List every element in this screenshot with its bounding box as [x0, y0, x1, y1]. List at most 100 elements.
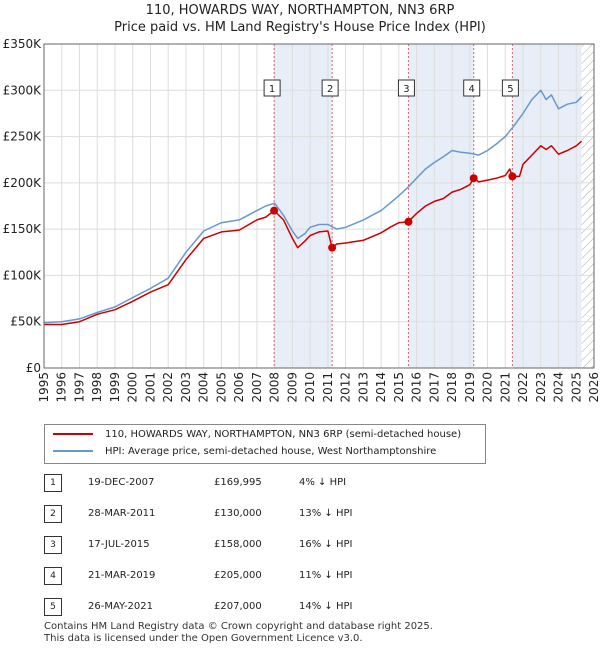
x-tick-label: 2015: [392, 372, 406, 403]
shaded-range: [408, 44, 474, 368]
transaction-price: £207,000: [214, 601, 262, 612]
x-tick-label: 2019: [463, 372, 477, 403]
y-tick-label: £250K: [3, 130, 43, 144]
plot-frame: [43, 43, 595, 369]
transaction-date: 19-DEC-2007: [88, 477, 155, 488]
x-tick-label: 1995: [37, 372, 51, 403]
transaction-points: [270, 172, 517, 252]
marker-label-box: [501, 79, 519, 97]
x-tick-label: 2004: [197, 372, 211, 403]
transaction-number-badge: 1: [44, 474, 62, 492]
x-tick-label: 2013: [356, 372, 370, 403]
marker-label-box: [263, 79, 281, 97]
x-tick-label: 2018: [445, 372, 459, 403]
legend-label-hpi: HPI: Average price, semi-detached house,…: [105, 446, 437, 457]
marker-labels: 1 2 3 4 5: [263, 79, 519, 97]
transaction-point: [469, 174, 478, 183]
x-tick-label: 2007: [250, 372, 264, 403]
transaction-point: [508, 172, 517, 181]
transaction-price: £169,995: [214, 477, 262, 488]
x-tick-label: 2003: [179, 372, 193, 403]
y-tick-label: £350K: [3, 37, 43, 51]
transaction-price: £205,000: [214, 570, 262, 581]
x-tick-label: 1996: [55, 372, 69, 403]
x-tick-label: 2008: [268, 372, 282, 403]
x-tick-label: 2025: [569, 372, 583, 403]
legend-swatch-price: [53, 433, 93, 435]
transaction-point: [404, 217, 413, 226]
shaded-range: [274, 44, 333, 368]
x-tick-label: 2017: [427, 372, 441, 403]
transaction-point: [270, 206, 279, 215]
legend-item-hpi: HPI: Average price, semi-detached house,…: [53, 444, 436, 460]
x-tick-label: 2022: [516, 372, 530, 403]
legend-label-price: 110, HOWARDS WAY, NORTHAMPTON, NN3 6RP (…: [105, 429, 462, 440]
y-tick-label: £200K: [3, 176, 43, 190]
marker-label-box: [397, 79, 415, 97]
marker-label-box: [463, 79, 481, 97]
transaction-price: £130,000: [214, 508, 262, 519]
transaction-hpi-diff: 14% ↓ HPI: [299, 601, 353, 612]
legend: 110, HOWARDS WAY, NORTHAMPTON, NN3 6RP (…: [44, 424, 486, 464]
x-tick-label: 2026: [587, 372, 600, 403]
series-lines: [43, 89, 583, 326]
y-tick-label: £100K: [3, 268, 43, 282]
series-line-price: [44, 140, 583, 326]
marker-label-box: [321, 79, 339, 97]
transaction-number-badge: 3: [44, 536, 62, 554]
x-tick-label: 2010: [303, 372, 317, 403]
y-tick-label: £300K: [3, 83, 43, 97]
legend-swatch-hpi: [53, 450, 93, 452]
marker-label: 4: [469, 84, 475, 95]
y-tick-labels: £0 £50K £100K £150K £200K £250K £300K £350K: [3, 37, 43, 375]
transaction-number-badge: 5: [44, 598, 62, 616]
x-tick-labels: 1995 1996 1997 1998 1999 2000 2001 2002 2003 2004…: [37, 372, 600, 403]
x-tick-label: 1999: [108, 372, 122, 403]
y-tick-label: £150K: [3, 222, 43, 236]
transaction-point: [328, 243, 337, 252]
x-tick-label: 2006: [232, 372, 246, 403]
chart-title-address: 110, HOWARDS WAY, NORTHAMPTON, NN3 6RP: [145, 3, 455, 18]
transaction-vlines: [273, 44, 513, 368]
x-tick-label: 2009: [285, 372, 299, 403]
footer-copyright: Contains HM Land Registry data © Crown c…: [44, 621, 433, 632]
chart-title-subtitle: Price paid vs. HM Land Registry's House …: [114, 20, 486, 35]
legend-item-price: 110, HOWARDS WAY, NORTHAMPTON, NN3 6RP (…: [53, 427, 461, 443]
marker-label: 3: [403, 84, 409, 95]
marker-label: 1: [269, 84, 275, 95]
axes: [43, 43, 595, 369]
transaction-hpi-diff: 13% ↓ HPI: [299, 508, 353, 519]
transaction-date: 28-MAR-2011: [88, 508, 156, 519]
footer-licence: This data is licensed under the Open Gov…: [44, 633, 363, 644]
transaction-date: 26-MAY-2021: [88, 601, 154, 612]
transaction-price: £158,000: [214, 539, 262, 550]
y-tick-label: £0: [26, 361, 41, 375]
price-chart: 1 2 3 4 5 £0 £50K £100K £150K £200K £250K £300K £35…: [3, 37, 600, 403]
x-tick-label: 2020: [481, 372, 495, 403]
future-hatch-region: [581, 44, 594, 368]
transaction-number-badge: 4: [44, 567, 62, 585]
shaded-regions: [274, 44, 594, 368]
x-tick-label: 2023: [534, 372, 548, 403]
x-tick-label: 2012: [339, 372, 353, 403]
x-tick-label: 2000: [126, 372, 140, 403]
x-tick-label: 2014: [374, 372, 388, 403]
marker-label: 2: [327, 84, 333, 95]
x-tick-label: 1997: [72, 372, 86, 403]
transaction-hpi-diff: 4% ↓ HPI: [299, 477, 347, 488]
x-tick-label: 2021: [498, 372, 512, 403]
transaction-number-badge: 2: [44, 505, 62, 523]
x-tick-label: 2016: [410, 372, 424, 403]
transaction-hpi-diff: 16% ↓ HPI: [299, 539, 353, 550]
series-line-hpi: [43, 89, 583, 324]
x-tick-label: 2002: [161, 372, 175, 403]
y-tick-label: £50K: [10, 315, 42, 329]
x-tick-label: 2005: [214, 372, 228, 403]
transaction-date: 21-MAR-2019: [88, 570, 156, 581]
x-tick-label: 1998: [90, 372, 104, 403]
x-tick-label: 2011: [321, 372, 335, 403]
marker-label: 5: [507, 84, 513, 95]
transaction-date: 17-JUL-2015: [88, 539, 150, 550]
transaction-hpi-diff: 11% ↓ HPI: [299, 570, 353, 581]
x-tick-label: 2001: [143, 372, 157, 403]
